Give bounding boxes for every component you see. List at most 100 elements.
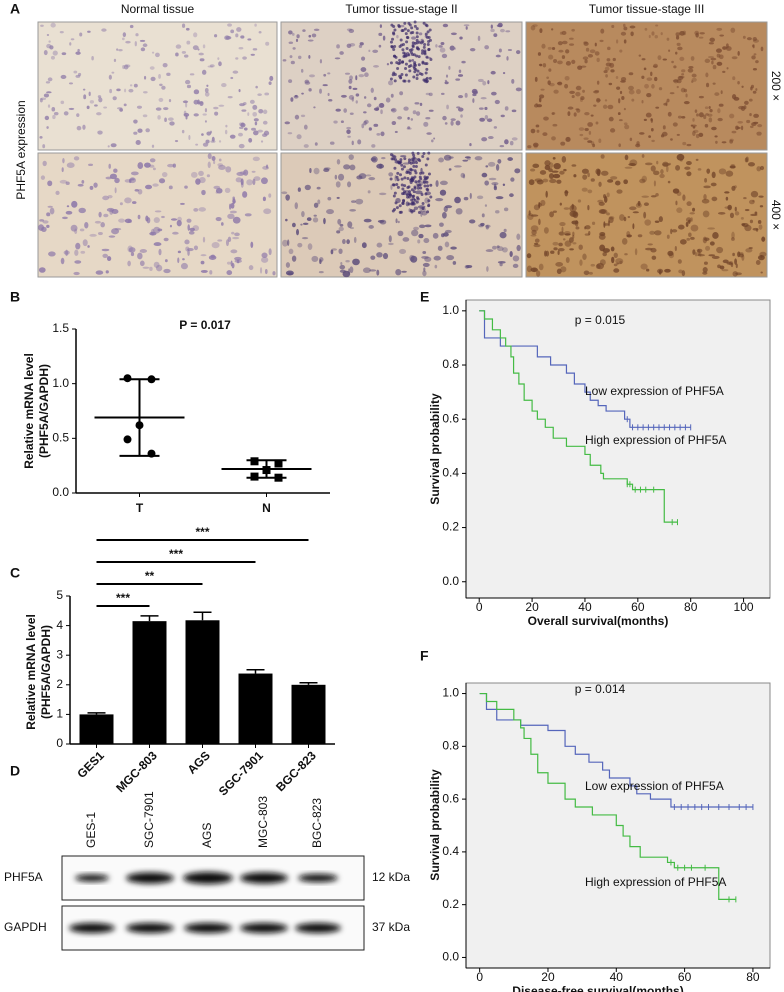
cell-nucleus: [707, 55, 714, 59]
lymph-cell: [425, 35, 429, 39]
cell-nucleus: [161, 215, 165, 219]
cell-nucleus: [696, 113, 699, 117]
cell-nucleus: [454, 196, 461, 204]
x-tick-label: BGC-823: [273, 748, 319, 794]
cell-nucleus: [727, 204, 732, 211]
cell-nucleus: [294, 114, 300, 120]
cell-nucleus: [735, 263, 738, 269]
cell-nucleus: [103, 106, 108, 109]
cell-nucleus: [304, 79, 310, 84]
cell-nucleus: [421, 210, 428, 216]
cell-nucleus: [701, 198, 710, 204]
lymph-cell: [401, 28, 405, 32]
tissue-bg: [37, 21, 278, 151]
cell-nucleus: [528, 210, 531, 216]
cell-nucleus: [702, 271, 708, 275]
cell-nucleus: [731, 56, 738, 60]
cell-nucleus: [645, 112, 652, 118]
cell-nucleus: [258, 108, 264, 114]
y-axis-label: Survival probability: [428, 393, 442, 505]
lymph-cell: [423, 175, 427, 179]
cell-nucleus: [288, 30, 293, 35]
lymph-cell: [398, 58, 402, 62]
cell-nucleus: [149, 266, 153, 272]
cell-nucleus: [107, 145, 110, 148]
cell-nucleus: [224, 187, 231, 194]
lymph-cell: [393, 45, 397, 49]
cell-nucleus: [336, 44, 340, 49]
cell-nucleus: [613, 263, 618, 267]
cell-nucleus: [290, 97, 294, 102]
x-tick-label: 40: [610, 970, 624, 984]
cell-nucleus: [448, 168, 452, 171]
cell-nucleus: [532, 163, 540, 169]
cell-nucleus: [189, 227, 196, 232]
series-label: Low expression of PHF5A: [585, 384, 724, 398]
cell-nucleus: [662, 162, 671, 167]
y-tick-label: 0.0: [52, 485, 69, 499]
cell-nucleus: [255, 85, 258, 89]
cell-nucleus: [512, 263, 519, 269]
cell-nucleus: [70, 38, 75, 41]
cell-nucleus: [556, 268, 562, 275]
cell-nucleus: [198, 52, 204, 56]
lymph-cell: [411, 151, 415, 155]
cell-nucleus: [477, 35, 481, 41]
lymph-cell: [399, 38, 403, 42]
y-tick-label: 0.2: [442, 897, 459, 911]
lymph-cell: [391, 154, 395, 158]
cell-nucleus: [134, 188, 140, 192]
cell-nucleus: [106, 207, 115, 212]
cell-nucleus: [124, 218, 132, 224]
lymph-cell: [402, 165, 406, 169]
cell-nucleus: [211, 136, 215, 142]
cell-nucleus: [720, 90, 723, 95]
cell-nucleus: [257, 93, 262, 96]
cell-nucleus: [594, 51, 600, 56]
cell-nucleus: [74, 249, 79, 256]
cell-nucleus: [725, 170, 734, 177]
cell-nucleus: [172, 231, 179, 235]
blot-size: 37 kDa: [372, 920, 410, 934]
cell-nucleus: [201, 69, 207, 75]
cell-nucleus: [676, 191, 682, 197]
cell-nucleus: [318, 271, 324, 274]
cell-nucleus: [667, 111, 672, 117]
cell-nucleus: [650, 195, 657, 198]
cell-nucleus: [234, 256, 242, 261]
cell-nucleus: [158, 178, 166, 184]
cell-nucleus: [46, 33, 50, 37]
cell-nucleus: [666, 165, 669, 173]
cell-nucleus: [289, 55, 293, 59]
cell-nucleus: [539, 28, 543, 33]
cell-nucleus: [509, 140, 514, 146]
cell-nucleus: [710, 57, 717, 61]
cell-nucleus: [660, 169, 664, 175]
cell-nucleus: [388, 235, 392, 243]
cell-nucleus: [608, 116, 614, 122]
cell-nucleus: [240, 178, 244, 186]
cell-nucleus: [731, 237, 735, 241]
cell-nucleus: [547, 80, 551, 85]
cell-nucleus: [361, 56, 366, 61]
cell-nucleus: [620, 31, 627, 36]
cell-nucleus: [93, 182, 98, 188]
cell-nucleus: [686, 161, 692, 166]
cell-nucleus: [376, 269, 380, 276]
cell-nucleus: [287, 132, 293, 135]
cell-nucleus: [131, 201, 137, 204]
cell-nucleus: [557, 41, 563, 46]
cell-nucleus: [477, 78, 484, 83]
cell-nucleus: [572, 231, 575, 237]
cell-nucleus: [677, 259, 682, 264]
cell-nucleus: [607, 104, 614, 110]
cell-nucleus: [450, 120, 454, 126]
lymph-cell: [395, 182, 399, 186]
cell-nucleus: [598, 181, 602, 187]
cell-nucleus: [241, 122, 245, 127]
lymph-cell: [426, 210, 430, 214]
cell-nucleus: [692, 249, 696, 255]
cell-nucleus: [312, 217, 319, 223]
cell-nucleus: [676, 85, 679, 89]
cell-nucleus: [490, 70, 496, 75]
